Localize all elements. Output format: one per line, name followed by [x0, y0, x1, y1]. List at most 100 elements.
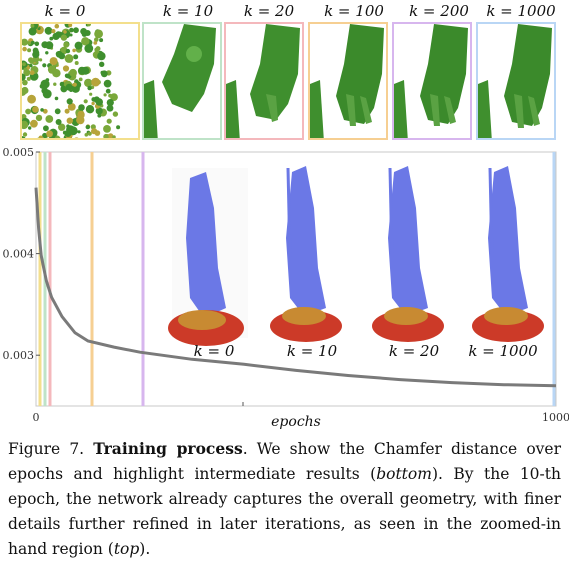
- noise-point: [108, 93, 112, 98]
- noise-point: [103, 79, 112, 88]
- caption-emphasis-bottom: bottom: [376, 465, 432, 483]
- noise-point: [112, 135, 116, 138]
- noise-point: [63, 41, 70, 48]
- noise-point: [95, 107, 103, 115]
- noise-point: [66, 117, 73, 124]
- noise-point: [53, 82, 57, 86]
- caption-text-2: ). By the 10-th epoch, the network alrea…: [8, 465, 561, 558]
- noise-point: [73, 54, 79, 60]
- noise-point: [23, 67, 28, 72]
- noise-point: [85, 105, 95, 114]
- figure-caption: Figure 7. Training process. We show the …: [8, 436, 561, 562]
- top-label-k0: k = 0: [44, 2, 86, 20]
- noise-point: [77, 110, 85, 118]
- noise-point: [95, 98, 104, 106]
- hand-thumbnail-k0: [20, 22, 140, 140]
- noise-point: [80, 28, 87, 35]
- noise-point: [42, 108, 48, 114]
- noise-point: [97, 51, 106, 61]
- hand-thumbnail-k20: [224, 22, 304, 140]
- noise-point: [55, 31, 62, 37]
- noise-point: [106, 99, 114, 107]
- noise-point: [103, 133, 109, 138]
- noise-point: [25, 108, 31, 115]
- noise-point: [112, 111, 119, 117]
- noise-point: [68, 24, 73, 28]
- noise-point: [27, 94, 36, 104]
- noise-point: [65, 83, 73, 91]
- noise-point: [67, 103, 76, 111]
- noise-point: [103, 125, 111, 133]
- noise-point: [22, 73, 26, 81]
- noise-point: [83, 99, 88, 104]
- caption-text-3: ).: [139, 540, 151, 558]
- noise-point: [39, 58, 43, 62]
- noise-point: [35, 114, 43, 122]
- noise-point: [49, 36, 54, 41]
- noise-point: [46, 130, 53, 138]
- noise-point: [99, 38, 104, 43]
- statue-label-k20: k = 20: [389, 342, 440, 360]
- noise-point: [22, 38, 28, 46]
- noise-point: [85, 124, 90, 130]
- noise-point: [72, 82, 77, 87]
- noise-point: [94, 37, 99, 42]
- noise-point: [62, 65, 70, 72]
- noise-point: [73, 27, 79, 34]
- noise-point: [91, 97, 96, 102]
- x-axis-label: epochs: [271, 414, 321, 430]
- statue-label-k0: k = 0: [194, 342, 235, 360]
- noise-point: [69, 33, 73, 37]
- noise-point: [63, 30, 67, 34]
- figure-label: Figure 7.: [8, 440, 85, 458]
- noise-point: [99, 61, 105, 67]
- top-label-k20: k = 20: [243, 2, 295, 20]
- noise-point: [72, 48, 76, 53]
- statue-k20: [372, 166, 444, 342]
- noise-point: [28, 138, 34, 140]
- statue-k0: [168, 168, 248, 346]
- noise-point: [51, 29, 56, 34]
- noise-point: [71, 84, 80, 93]
- noise-point: [45, 115, 54, 123]
- hand-thumbnail-k100: [308, 22, 388, 140]
- noise-point: [28, 126, 32, 130]
- noise-point: [42, 63, 47, 68]
- noise-point: [33, 49, 40, 56]
- noise-point: [84, 133, 89, 137]
- noise-point: [97, 113, 102, 118]
- chamfer-distance-chart: k = 0 k = 10 k = 20 k = 1000 0.005 0.004 0…: [3, 148, 569, 430]
- statue-label-k10: k = 10: [287, 342, 338, 360]
- noise-point: [49, 57, 58, 66]
- noise-point: [28, 27, 37, 36]
- noise-point: [45, 41, 54, 50]
- caption-text-1: . We show the Chamfer distance over epoc…: [8, 440, 561, 483]
- top-label-k100: k = 100: [324, 2, 384, 20]
- statue-k10: [270, 166, 342, 342]
- statue-label-k1000: k = 1000: [468, 342, 538, 360]
- noise-point: [74, 41, 83, 50]
- noise-point: [89, 92, 93, 96]
- noise-point: [86, 24, 91, 27]
- noise-point: [64, 108, 70, 114]
- noise-point: [76, 115, 85, 125]
- noise-point: [108, 133, 114, 138]
- noise-point: [26, 76, 31, 81]
- hand-thumbnail-k200: [392, 22, 472, 140]
- y-tick-label: 0.004: [3, 248, 35, 261]
- noise-point: [91, 128, 98, 135]
- noise-point: [29, 70, 35, 76]
- noise-point: [61, 85, 66, 91]
- noise-point: [87, 131, 92, 136]
- noise-point: [22, 62, 26, 66]
- top-label-k1000: k = 1000: [486, 2, 556, 20]
- noise-point: [27, 41, 31, 45]
- y-tick-label: 0.003: [3, 349, 35, 362]
- noise-point: [94, 47, 99, 52]
- noise-point: [84, 78, 93, 88]
- noise-point: [38, 135, 43, 138]
- noise-point: [91, 101, 95, 106]
- noise-point: [106, 104, 114, 112]
- noise-point: [29, 59, 34, 64]
- noise-point: [69, 27, 74, 33]
